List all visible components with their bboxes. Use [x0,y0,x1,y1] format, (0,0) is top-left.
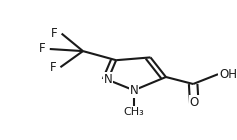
Text: N: N [104,73,112,86]
Text: OH: OH [219,68,237,81]
Text: F: F [51,27,58,40]
Text: N: N [130,84,138,97]
Text: F: F [39,43,45,55]
Text: F: F [50,61,57,74]
Text: O: O [190,96,199,109]
Text: CH₃: CH₃ [123,107,144,117]
